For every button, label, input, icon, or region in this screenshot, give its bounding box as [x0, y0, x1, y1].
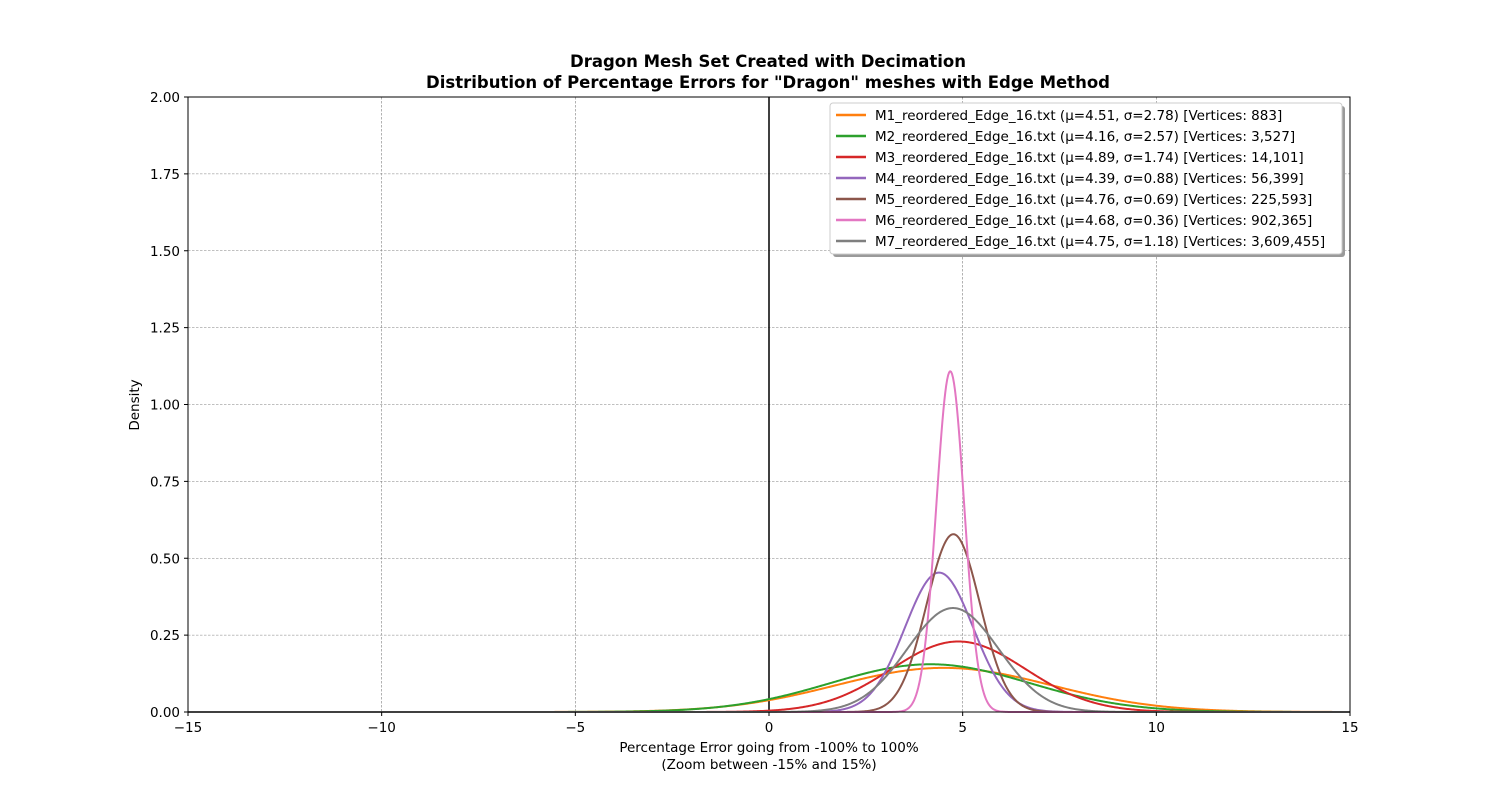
x-tick-label: 0: [765, 720, 774, 736]
legend-box: [829, 102, 1343, 255]
x-tick-label: −15: [174, 720, 203, 736]
x-tick-label: −5: [565, 720, 585, 736]
x-tick-label: 15: [1341, 720, 1358, 736]
axis-ticks: −15 −10 −5 0 5 10 15 0.00 0.25 0.50 0.75 1.00 1.25 1.…: [150, 90, 1359, 736]
x-axis-label: Percentage Error going from -100% to 100…: [619, 740, 919, 756]
y-axis-label: Density: [127, 379, 143, 430]
y-tick-label: 0.00: [150, 705, 180, 721]
x-tick-label: 10: [1148, 720, 1165, 736]
y-tick-label: 2.00: [150, 90, 180, 106]
legend-label-m3: M3_reordered_Edge_16.txt (μ=4.89, σ=1.74…: [875, 150, 1304, 166]
chart-subtitle: Distribution of Percentage Errors for "D…: [426, 73, 1110, 92]
x-tick-label: 5: [958, 720, 967, 736]
y-tick-label: 1.00: [150, 398, 180, 414]
legend-label-m1: M1_reordered_Edge_16.txt (μ=4.51, σ=2.78…: [875, 108, 1282, 124]
legend: M1_reordered_Edge_16.txt (μ=4.51, σ=2.78…: [829, 102, 1345, 257]
y-tick-label: 1.50: [150, 244, 180, 260]
chart-title: Dragon Mesh Set Created with Decimation: [570, 52, 966, 71]
legend-label-m4: M4_reordered_Edge_16.txt (μ=4.39, σ=0.88…: [875, 171, 1304, 187]
legend-label-m6: M6_reordered_Edge_16.txt (μ=4.68, σ=0.36…: [875, 213, 1312, 229]
y-tick-label: 1.25: [150, 321, 180, 337]
legend-entries: M1_reordered_Edge_16.txt (μ=4.51, σ=2.78…: [836, 108, 1325, 250]
y-tick-label: 1.75: [150, 167, 180, 183]
legend-label-m5: M5_reordered_Edge_16.txt (μ=4.76, σ=0.69…: [875, 192, 1312, 208]
y-tick-label: 0.50: [150, 551, 180, 567]
y-tick-label: 0.75: [150, 474, 180, 490]
legend-label-m2: M2_reordered_Edge_16.txt (μ=4.16, σ=2.57…: [875, 129, 1295, 145]
y-tick-label: 0.25: [150, 628, 180, 644]
x-tick-label: −10: [367, 720, 396, 736]
x-axis-sublabel: (Zoom between -15% and 15%): [661, 757, 876, 773]
legend-label-m7: M7_reordered_Edge_16.txt (μ=4.75, σ=1.18…: [875, 234, 1325, 250]
